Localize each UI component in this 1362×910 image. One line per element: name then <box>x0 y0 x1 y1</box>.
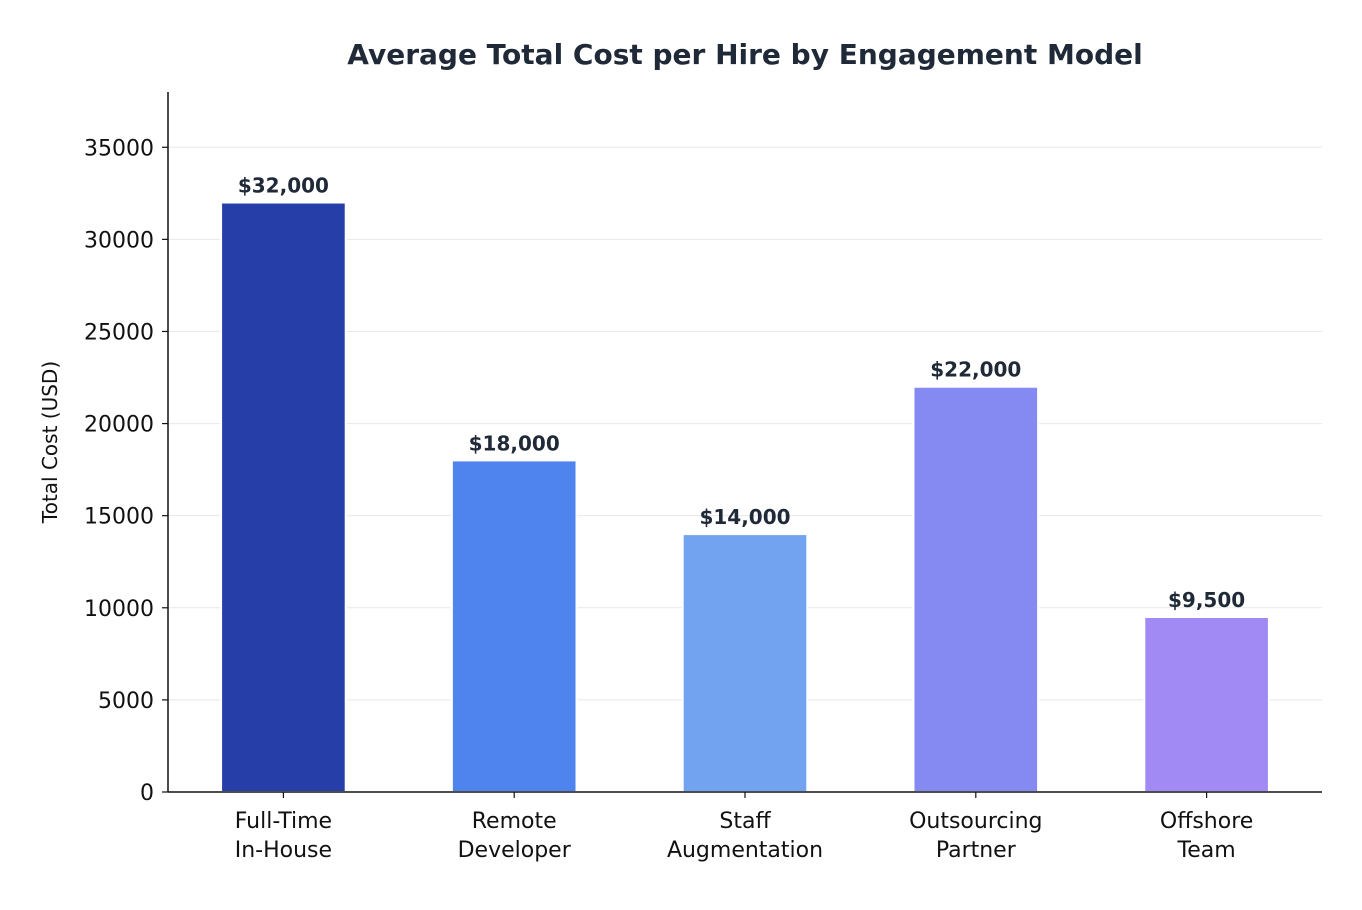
data-label: $9,500 <box>1168 588 1245 612</box>
y-tick-label: 35000 <box>84 136 154 161</box>
y-tick-label: 10000 <box>84 597 154 622</box>
bar <box>1143 616 1270 793</box>
y-tick-label: 0 <box>140 781 154 806</box>
data-labels: $32,000 $18,000 $14,000 $22,000 $9,500 <box>238 174 1245 612</box>
y-tick-label: 5000 <box>98 689 154 714</box>
x-tick-label: Team <box>1177 838 1236 863</box>
y-axis-label: Total Cost (USD) <box>38 361 62 524</box>
x-tick-label: Offshore <box>1160 809 1253 834</box>
x-tick-label: Remote <box>472 809 557 834</box>
y-tick-label: 30000 <box>84 228 154 253</box>
x-tick-label: Outsourcing <box>909 809 1042 834</box>
bar <box>912 385 1040 793</box>
y-tick-label: 25000 <box>84 320 154 345</box>
bar <box>220 201 347 794</box>
x-tick-label: Partner <box>936 838 1017 863</box>
y-ticks: 0 5000 10000 15000 20000 25000 30000 35000 <box>84 136 168 806</box>
x-tick-label: Staff <box>719 809 771 834</box>
data-label: $22,000 <box>930 358 1021 382</box>
bars <box>220 201 1270 794</box>
x-tick-label: Developer <box>458 838 572 863</box>
x-ticks: Full-Time In-House Remote Developer Staff Aug… <box>235 792 1253 863</box>
bar <box>681 533 809 794</box>
chart-title: Average Total Cost per Hire by Engagemen… <box>347 38 1142 71</box>
y-tick-label: 20000 <box>84 413 154 438</box>
y-tick-label: 15000 <box>84 505 154 530</box>
data-label: $14,000 <box>699 505 790 529</box>
data-label: $18,000 <box>469 431 560 455</box>
x-tick-label: Full-Time <box>235 809 332 834</box>
data-label: $32,000 <box>238 174 329 198</box>
x-tick-label: Augmentation <box>667 838 823 863</box>
bar <box>450 459 578 793</box>
x-tick-label: In-House <box>235 838 332 863</box>
